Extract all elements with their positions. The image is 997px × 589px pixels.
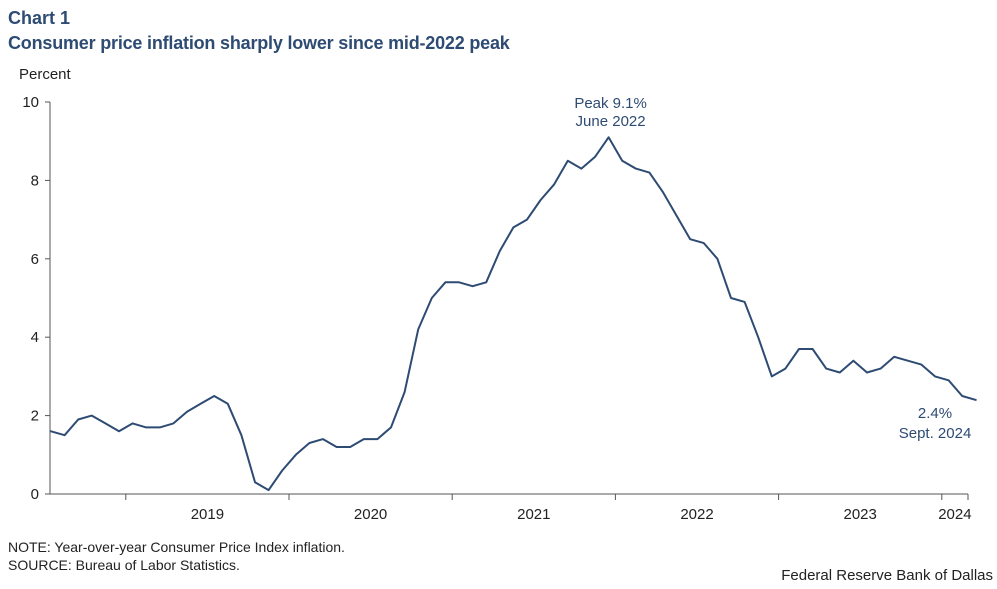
- footnote: NOTE: Year-over-year Consumer Price Inde…: [8, 539, 345, 555]
- chart-title: Consumer price inflation sharply lower s…: [8, 33, 510, 53]
- annotation-peak-line1: Peak 9.1%: [574, 95, 647, 112]
- y-tick-label: 4: [31, 329, 39, 346]
- x-tick-label: 2022: [680, 506, 713, 523]
- y-tick-label: 6: [31, 251, 39, 268]
- y-tick-label: 2: [31, 408, 39, 425]
- y-axis-label: Percent: [19, 66, 71, 83]
- annotation-peak-line2: June 2022: [576, 113, 646, 130]
- chart-number: Chart 1: [8, 8, 71, 28]
- x-tick-label: 2019: [191, 506, 224, 523]
- x-tick-label: 2021: [517, 506, 550, 523]
- x-tick-label: 2023: [844, 506, 877, 523]
- y-tick-label: 0: [31, 486, 39, 503]
- annotation-latest-line1: 2.4%: [918, 405, 952, 422]
- source-note: SOURCE: Bureau of Labor Statistics.: [8, 557, 240, 573]
- credit: Federal Reserve Bank of Dallas: [781, 567, 993, 584]
- y-tick-label: 10: [22, 94, 39, 111]
- x-tick-label: 2020: [354, 506, 387, 523]
- series-line-cpi: [50, 136, 977, 492]
- annotation-latest-line2: Sept. 2024: [899, 425, 972, 442]
- x-tick-label: 2024: [938, 506, 971, 523]
- y-tick-label: 8: [31, 172, 39, 189]
